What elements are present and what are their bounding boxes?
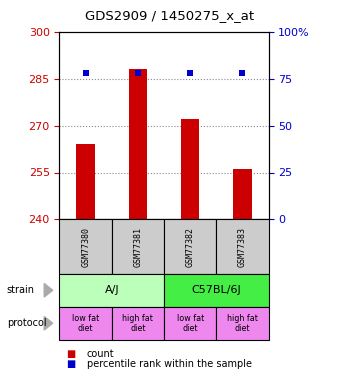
Bar bbox=[129, 69, 147, 219]
Text: protocol: protocol bbox=[7, 318, 47, 328]
Text: GSM77382: GSM77382 bbox=[186, 226, 195, 267]
Text: GSM77381: GSM77381 bbox=[133, 226, 142, 267]
Text: A/J: A/J bbox=[104, 285, 119, 295]
Point bbox=[187, 70, 193, 76]
Text: GSM77380: GSM77380 bbox=[81, 226, 90, 267]
Text: strain: strain bbox=[7, 285, 35, 295]
Point bbox=[83, 70, 88, 76]
Point bbox=[240, 70, 245, 76]
Point bbox=[135, 70, 141, 76]
Text: ■: ■ bbox=[66, 359, 75, 369]
Bar bbox=[233, 170, 252, 219]
Text: percentile rank within the sample: percentile rank within the sample bbox=[87, 359, 252, 369]
Text: low fat
diet: low fat diet bbox=[72, 314, 99, 333]
Text: high fat
diet: high fat diet bbox=[122, 314, 153, 333]
Text: GSM77383: GSM77383 bbox=[238, 226, 247, 267]
Text: C57BL/6J: C57BL/6J bbox=[191, 285, 241, 295]
Text: low fat
diet: low fat diet bbox=[176, 314, 204, 333]
Text: GDS2909 / 1450275_x_at: GDS2909 / 1450275_x_at bbox=[85, 9, 255, 22]
Text: high fat
diet: high fat diet bbox=[227, 314, 258, 333]
Bar bbox=[76, 144, 95, 219]
Text: ■: ■ bbox=[66, 349, 75, 359]
Text: count: count bbox=[87, 349, 114, 359]
Bar bbox=[181, 119, 199, 219]
